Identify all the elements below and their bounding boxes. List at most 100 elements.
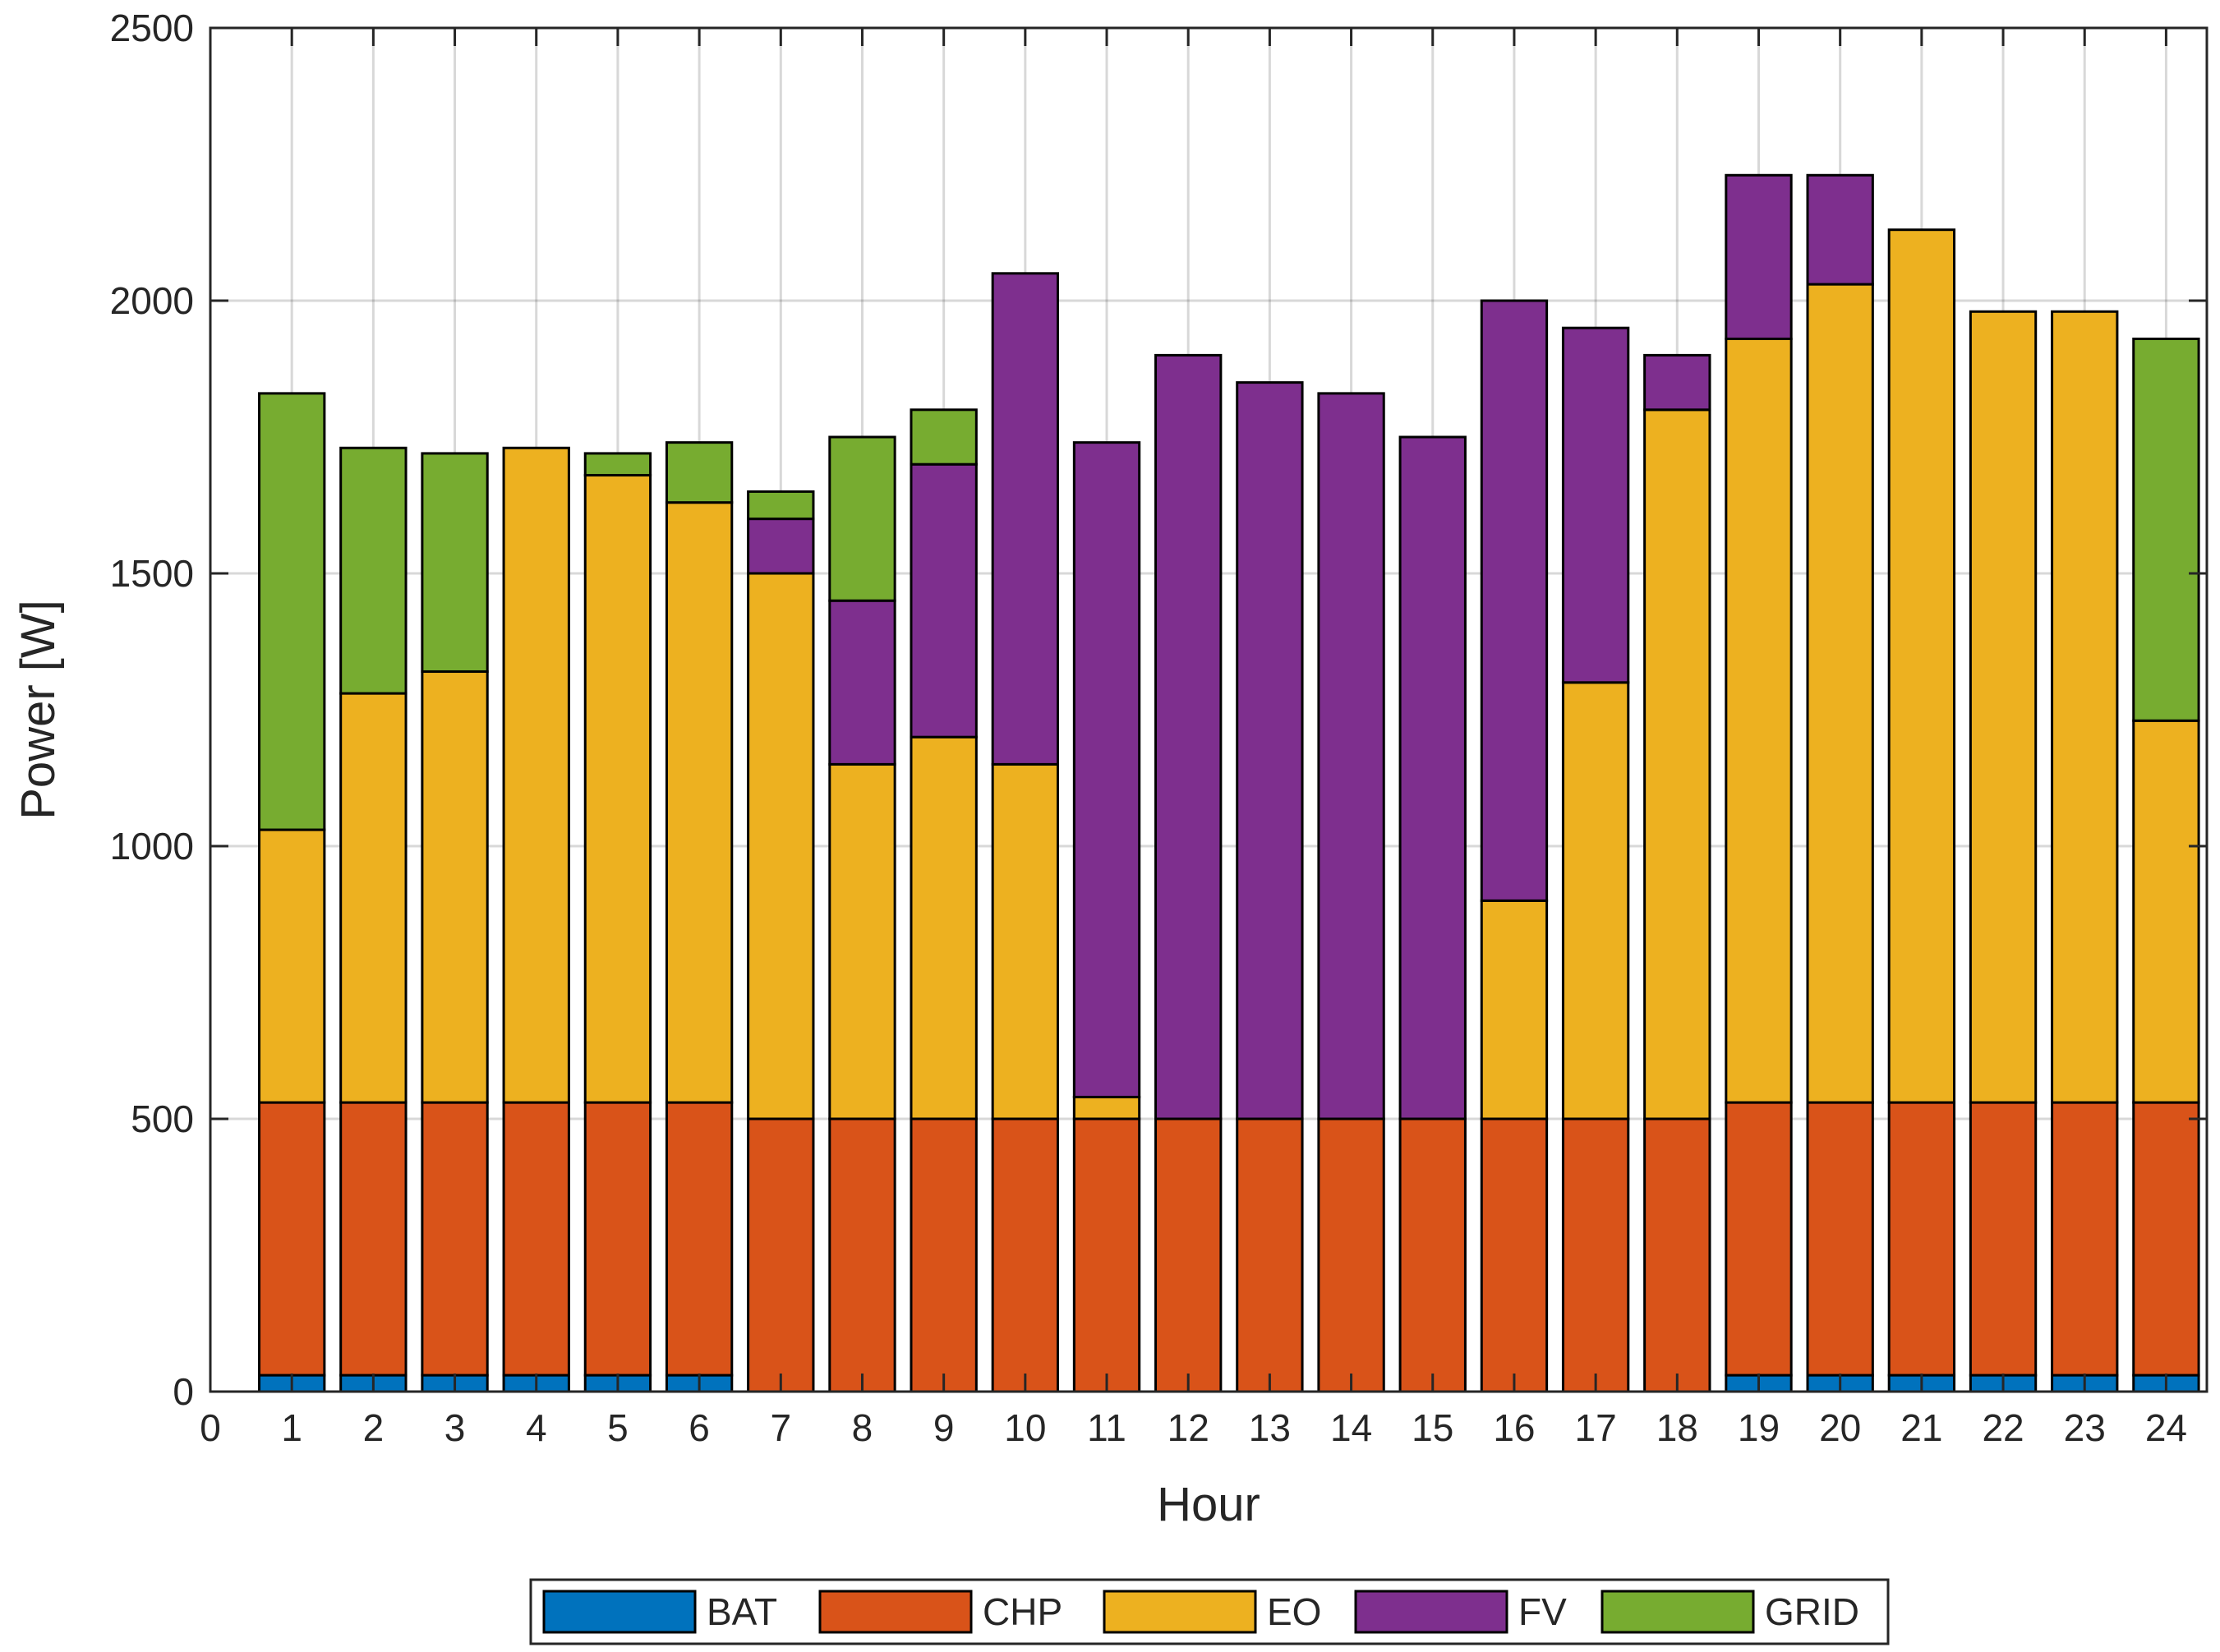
x-tick-label: 24 (2145, 1406, 2187, 1449)
legend-swatch-eo (1103, 1590, 1257, 1634)
bar-segment-eo (1969, 310, 2038, 1104)
x-tick-label: 23 (2064, 1406, 2106, 1449)
x-tick-label: 0 (200, 1406, 221, 1449)
bar-segment-eo (665, 501, 734, 1104)
bar-segment-fv (1398, 435, 1467, 1121)
legend-swatch-chp (818, 1590, 973, 1634)
plot-frame (209, 26, 2208, 1393)
bar-segment-eo (991, 762, 1060, 1121)
bar-segment-eo (1806, 283, 1874, 1104)
bar-segment-eo (1643, 408, 1711, 1121)
legend-label-chp: CHP (983, 1590, 1062, 1633)
y-tick-label: 500 (131, 1097, 194, 1140)
bar-segment-eo (502, 446, 570, 1104)
bar-segment-chp (828, 1117, 896, 1393)
bar-segment-eo (1072, 1095, 1141, 1121)
x-tick-label: 15 (1412, 1406, 1453, 1449)
bar-segment-chp (665, 1101, 734, 1377)
bar-segment-chp (1154, 1117, 1223, 1393)
x-tick-label: 19 (1738, 1406, 1780, 1449)
bar-segment-chp (258, 1101, 326, 1377)
legend-label-fv: FV (1518, 1590, 1567, 1633)
bar-segment-eo (258, 828, 326, 1104)
x-tick-label: 22 (1982, 1406, 2024, 1449)
bar-segment-chp (583, 1101, 652, 1377)
y-tick-label: 1500 (110, 552, 194, 595)
bar-segment-eo (1887, 228, 1956, 1104)
bar-segment-eo (339, 692, 408, 1104)
x-tick-label: 9 (933, 1406, 955, 1449)
legend-label-eo: EO (1267, 1590, 1321, 1633)
legend: BAT CHP EO FV GRID (529, 1578, 1890, 1645)
bar-segment-grid (258, 392, 326, 831)
x-tick-label: 4 (526, 1406, 547, 1449)
x-tick-label: 6 (689, 1406, 710, 1449)
bar-segment-eo (421, 670, 489, 1104)
x-tick-label: 16 (1493, 1406, 1535, 1449)
bar-stacks (258, 173, 2200, 1393)
bar-segment-chp (2132, 1101, 2200, 1377)
bar-segment-fv (1725, 173, 1793, 340)
x-tick-label: 7 (770, 1406, 791, 1449)
legend-swatch-fv (1354, 1590, 1508, 1634)
bar-segment-eo (1725, 337, 1793, 1104)
bar-segment-chp (747, 1117, 815, 1393)
legend-label-bat: BAT (707, 1590, 777, 1633)
tick-labels: 0 1 2 3 4 5 6 7 8 9 10 11 12 13 14 15 16 17 18 19 20 21 22 23 24… (110, 7, 2187, 1449)
x-tick-label: 21 (1900, 1406, 1942, 1449)
bar-segment-fv (1480, 299, 1549, 902)
bar-segment-chp (1072, 1117, 1141, 1393)
bar-segment-chp (1643, 1117, 1711, 1393)
bar-segment-chp (991, 1117, 1060, 1393)
legend-swatch-grid (1601, 1590, 1755, 1634)
bar-segment-chp (1887, 1101, 1956, 1377)
x-tick-label: 1 (281, 1406, 302, 1449)
bar-segment-chp (1317, 1117, 1385, 1393)
axis-ticks (209, 26, 2207, 1393)
x-tick-label: 18 (1656, 1406, 1698, 1449)
bar-segment-eo (1561, 681, 1630, 1121)
x-tick-label: 17 (1575, 1406, 1617, 1449)
y-tick-label: 0 (173, 1370, 194, 1413)
bar-segment-chp (1480, 1117, 1549, 1393)
bar-segment-grid (2132, 337, 2200, 722)
x-tick-label: 8 (852, 1406, 873, 1449)
x-tick-label: 12 (1168, 1406, 1209, 1449)
bar-segment-chp (421, 1101, 489, 1377)
bar-segment-eo (2051, 310, 2119, 1104)
bar-segment-chp (1398, 1117, 1467, 1393)
x-tick-label: 10 (1004, 1406, 1046, 1449)
bar-segment-fv (991, 272, 1060, 766)
bar-segment-fv (1236, 381, 1304, 1121)
bar-segment-fv (1317, 392, 1385, 1121)
bar-segment-grid (583, 452, 652, 476)
bar-segment-fv (828, 599, 896, 766)
bar-segment-grid (339, 446, 408, 695)
bar-segment-chp (1806, 1101, 1874, 1377)
bar-segment-chp (339, 1101, 408, 1377)
bar-segment-chp (1236, 1117, 1304, 1393)
x-tick-label: 3 (444, 1406, 466, 1449)
bar-segment-fv (747, 518, 815, 575)
bar-segment-grid (747, 490, 815, 521)
x-tick-label: 5 (607, 1406, 629, 1449)
x-tick-label: 11 (1087, 1406, 1126, 1449)
x-tick-label: 13 (1249, 1406, 1291, 1449)
x-tick-label: 20 (1819, 1406, 1861, 1449)
bar-segment-grid (421, 452, 489, 674)
x-tick-label: 14 (1330, 1406, 1372, 1449)
bar-segment-fv (1561, 326, 1630, 684)
bar-segment-grid (828, 435, 896, 602)
bar-segment-eo (910, 735, 978, 1121)
x-tick-label: 2 (363, 1406, 385, 1449)
bar-segment-eo (1480, 899, 1549, 1121)
y-tick-label: 2000 (110, 279, 194, 322)
x-axis-title: Hour (1157, 1478, 1260, 1531)
bar-segment-fv (1643, 353, 1711, 412)
bar-segment-grid (910, 408, 978, 466)
bar-segment-fv (910, 462, 978, 739)
bar-segment-chp (502, 1101, 570, 1377)
legend-swatch-bat (542, 1590, 697, 1634)
y-tick-label: 2500 (110, 7, 194, 49)
